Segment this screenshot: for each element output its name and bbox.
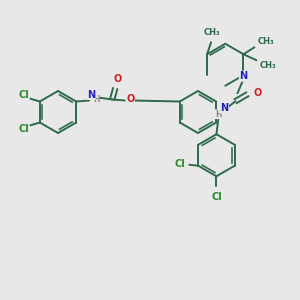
Text: CH₃: CH₃ — [257, 37, 274, 46]
Text: Cl: Cl — [18, 124, 29, 134]
Text: H: H — [215, 110, 222, 119]
Text: Cl: Cl — [211, 192, 222, 202]
Text: N: N — [220, 103, 229, 113]
Text: H: H — [93, 95, 99, 104]
Text: N: N — [87, 89, 95, 100]
Text: O: O — [253, 88, 262, 98]
Text: CH₃: CH₃ — [259, 61, 276, 70]
Text: Cl: Cl — [18, 91, 29, 100]
Text: Cl: Cl — [175, 159, 186, 169]
Text: N: N — [239, 71, 247, 81]
Text: CH₃: CH₃ — [204, 28, 220, 37]
Text: O: O — [113, 74, 121, 83]
Text: O: O — [126, 94, 134, 104]
